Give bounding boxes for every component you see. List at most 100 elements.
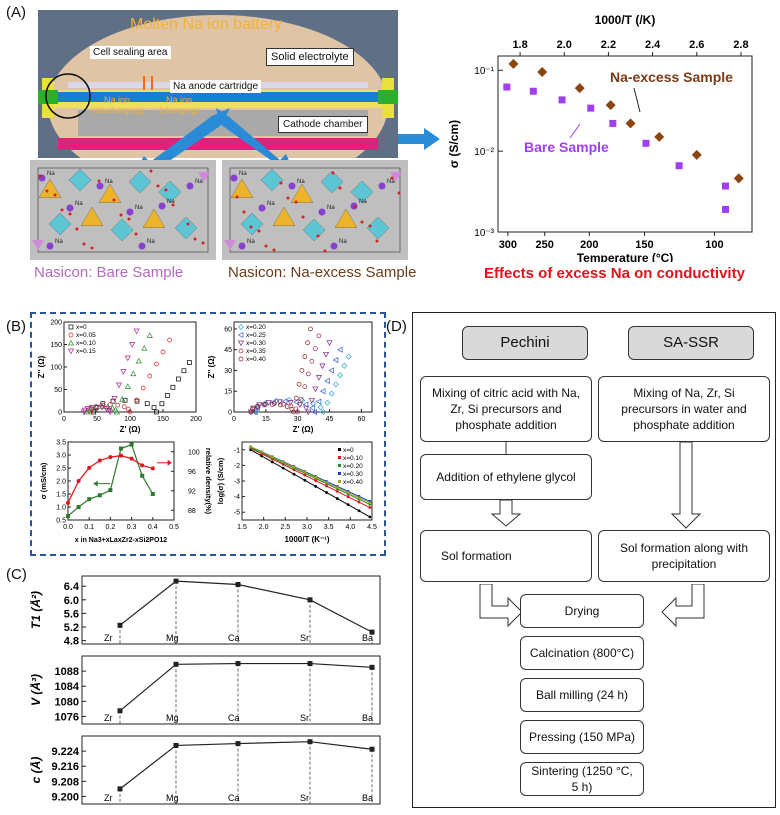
point xyxy=(281,460,285,464)
marker xyxy=(144,401,150,407)
panel-d-label: (D) xyxy=(386,318,407,335)
chart-b-sigma: 0.0 0.1 0.2 0.3 0.4 0.5 0.5 1.0 1.5 2.0 2.5 3.0 3.5 8… xyxy=(39,440,213,545)
marker xyxy=(130,370,137,377)
y-tick-label: 0 xyxy=(228,410,232,417)
oxygen-atom xyxy=(390,176,394,180)
oxygen-atom xyxy=(112,198,116,202)
marker xyxy=(124,355,131,362)
oxygen-atom xyxy=(323,249,327,253)
y-tick-label: 4.8 xyxy=(64,636,79,648)
point-sigma xyxy=(129,442,134,447)
point xyxy=(292,465,296,469)
y-tick-label: 6.4 xyxy=(64,581,80,593)
y-tick-label: 9.200 xyxy=(51,791,79,803)
pink-arrow xyxy=(32,240,44,250)
y2-tick-label: 100 xyxy=(188,449,200,456)
caption-bare: Nasicon: Bare Sample xyxy=(34,264,184,281)
y-tick-label: 100 xyxy=(50,365,62,372)
legend-label: x=0 xyxy=(76,324,87,331)
marker xyxy=(170,384,176,390)
x-axis-label: Z' (Ω) xyxy=(293,425,314,434)
y-axis-label: log(σ) (S/cm) xyxy=(216,457,225,504)
x2-tick-label: 2.0 xyxy=(557,39,572,51)
y-tick-label: -2 xyxy=(234,463,240,470)
point xyxy=(173,661,179,667)
battery-title: Molten Na ion battery xyxy=(130,16,283,33)
oxygen-atom xyxy=(397,191,401,195)
x-tick-label: 0.0 xyxy=(63,524,73,531)
oxygen-atom xyxy=(75,227,79,231)
point xyxy=(357,500,361,504)
marker xyxy=(120,369,127,375)
x-tick-label: 200 xyxy=(580,239,598,251)
polyhedron xyxy=(350,180,374,204)
category-label: Ca xyxy=(228,633,240,643)
point xyxy=(303,470,307,474)
point xyxy=(335,497,339,500)
y-tick-label: 150 xyxy=(50,342,62,349)
marker xyxy=(237,331,244,339)
legend-label: x=0.30 xyxy=(246,340,266,347)
annotation-arrow xyxy=(569,123,581,139)
marker xyxy=(93,404,101,411)
point-bare xyxy=(721,205,729,213)
cathode-label: Cathode chamber xyxy=(278,116,368,133)
marker xyxy=(302,354,308,359)
point-na-excess xyxy=(537,67,548,78)
marker xyxy=(322,351,330,358)
oxygen-atom xyxy=(375,239,379,243)
x-tick-label: 15 xyxy=(262,416,270,423)
legend-marker xyxy=(338,480,341,483)
category-label: Ca xyxy=(228,713,240,723)
panel-b-label: (B) xyxy=(6,318,26,335)
point xyxy=(117,708,123,714)
polyhedron xyxy=(48,212,72,236)
point-density xyxy=(97,458,102,463)
chart-b-arrhenius: 1.5 2.0 2.5 3.0 3.5 4.0 4.5 -5 -4 -3 -2 -1 1000/T (K… xyxy=(216,441,377,544)
oxygen-atom xyxy=(171,203,175,207)
plot-frame xyxy=(233,321,373,413)
marker xyxy=(121,404,127,410)
na-atom xyxy=(258,204,266,212)
y-axis-label: σ (S/cm) xyxy=(447,120,461,168)
right-arrow xyxy=(398,128,440,150)
point-density xyxy=(76,479,81,483)
point xyxy=(368,515,372,519)
y-tick-label: 3.0 xyxy=(56,453,66,460)
point xyxy=(369,629,375,635)
point xyxy=(335,486,339,489)
na-atom xyxy=(158,202,166,210)
oxygen-atom xyxy=(353,205,357,209)
x-tick-label: 150 xyxy=(635,239,653,251)
oxygen-atom xyxy=(193,237,197,241)
na-atom xyxy=(330,242,338,250)
marker xyxy=(269,402,275,407)
point xyxy=(346,495,350,499)
point-na-excess xyxy=(733,173,744,184)
sassr-step-sol: Sol formation along with precipitation xyxy=(598,530,770,582)
category-label: Mg xyxy=(166,713,179,723)
marker xyxy=(67,348,75,355)
na-atom xyxy=(46,242,54,250)
category-label: Zr xyxy=(104,793,113,803)
anode-label: Na anode cartridge xyxy=(170,80,262,93)
y-axis-label: c (Å) xyxy=(30,757,43,784)
x2-tick-label: 2.2 xyxy=(601,39,616,51)
point xyxy=(235,582,241,587)
point xyxy=(173,578,179,584)
point xyxy=(173,742,179,748)
y-tick-label: 0 xyxy=(58,410,62,417)
x-tick-label: 300 xyxy=(499,239,517,251)
polyhedron xyxy=(110,218,134,242)
marker xyxy=(332,381,339,388)
point xyxy=(117,622,123,628)
marker xyxy=(134,397,139,403)
point-bare xyxy=(675,162,683,170)
polyhedron xyxy=(174,216,198,240)
marker xyxy=(324,399,331,406)
oxygen-atom xyxy=(164,188,168,192)
annotation-arrow xyxy=(633,87,641,113)
series-line-density xyxy=(67,455,153,504)
point xyxy=(249,445,253,449)
marker xyxy=(124,383,131,389)
